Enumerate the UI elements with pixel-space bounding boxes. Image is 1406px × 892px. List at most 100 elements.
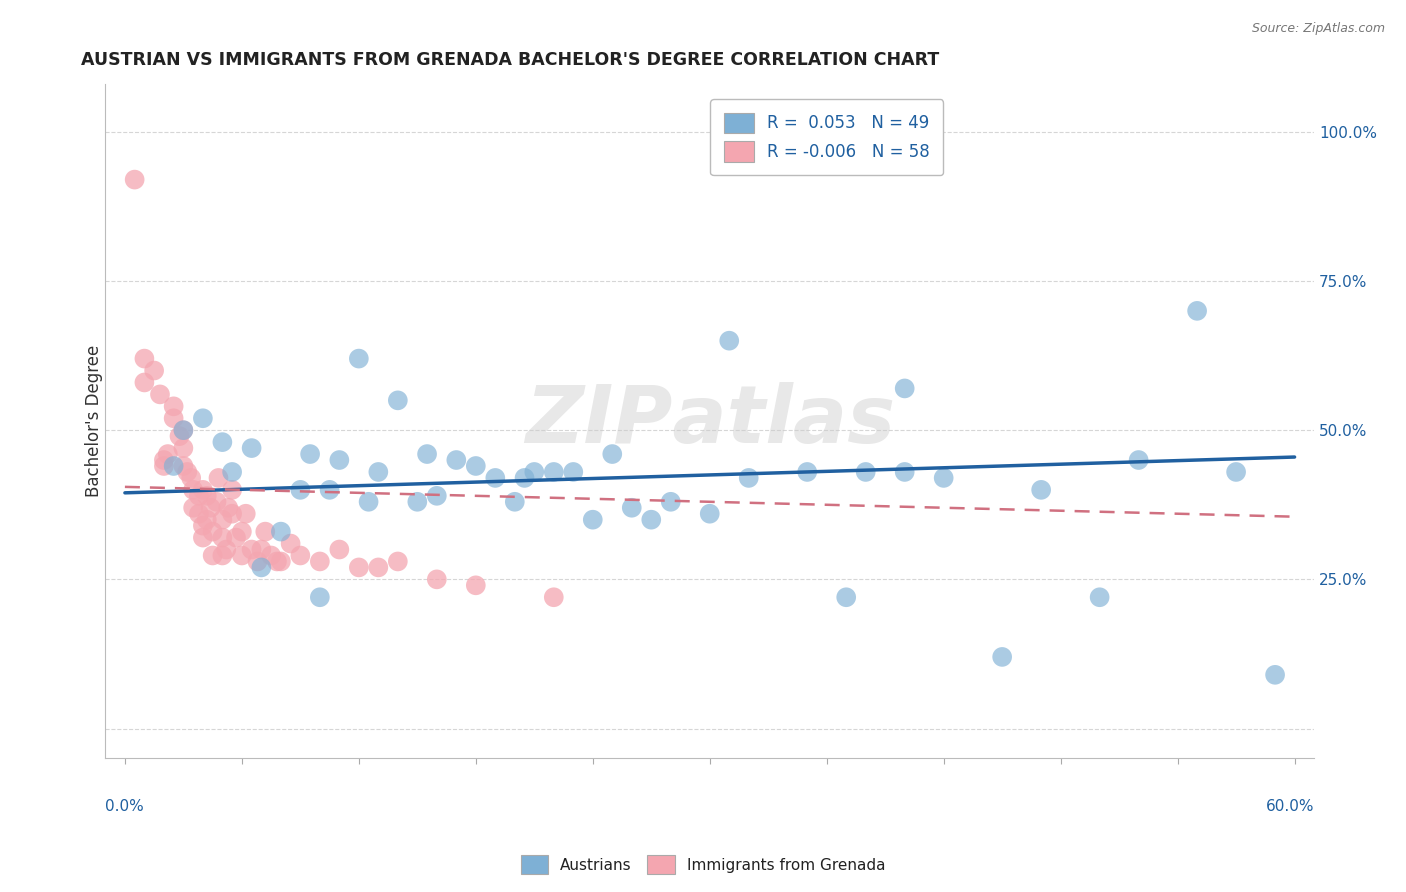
Point [893, 465, 915, 479]
Text: 60.0%: 60.0% [1265, 799, 1315, 814]
Point [523, 465, 546, 479]
Point [1185, 303, 1208, 318]
Point [543, 591, 565, 605]
Point [416, 447, 439, 461]
Point [308, 554, 330, 568]
Point [513, 471, 536, 485]
Point [659, 495, 682, 509]
Point [195, 513, 218, 527]
Point [1264, 668, 1286, 682]
Point [387, 554, 409, 568]
Point [1225, 465, 1247, 479]
Point [280, 536, 302, 550]
Point [217, 500, 239, 515]
Point [221, 465, 243, 479]
Point [172, 458, 194, 473]
Y-axis label: Bachelor's Degree: Bachelor's Degree [86, 345, 103, 498]
Point [172, 423, 194, 437]
Point [191, 518, 214, 533]
Point [211, 549, 233, 563]
Point [221, 507, 243, 521]
Point [446, 453, 468, 467]
Point [231, 524, 253, 539]
Point [328, 453, 350, 467]
Point [191, 411, 214, 425]
Point [270, 524, 292, 539]
Point [328, 542, 350, 557]
Point [299, 447, 322, 461]
Point [235, 507, 257, 521]
Point [211, 435, 233, 450]
Point [796, 465, 818, 479]
Point [134, 376, 156, 390]
Point [153, 458, 176, 473]
Point [620, 500, 643, 515]
Point [270, 554, 292, 568]
Point [1128, 453, 1150, 467]
Point [201, 524, 224, 539]
Point [543, 465, 565, 479]
Point [718, 334, 741, 348]
Point [149, 387, 172, 401]
Point [191, 531, 214, 545]
Point [484, 471, 506, 485]
Point [855, 465, 877, 479]
Point [124, 172, 146, 186]
Point [195, 489, 218, 503]
Point [600, 447, 623, 461]
Point [207, 471, 229, 485]
Point [426, 572, 449, 586]
Point [134, 351, 156, 366]
Point [699, 507, 721, 521]
Point [153, 453, 176, 467]
Point [176, 465, 198, 479]
Text: ZIP​atlas: ZIP​atlas [524, 383, 894, 460]
Point [260, 549, 283, 563]
Point [991, 649, 1014, 664]
Point [180, 471, 202, 485]
Point [893, 381, 915, 395]
Point [1088, 591, 1111, 605]
Point [215, 542, 238, 557]
Legend: R =  0.053   N = 49, R = -0.006   N = 58: R = 0.053 N = 49, R = -0.006 N = 58 [710, 99, 943, 175]
Point [464, 578, 486, 592]
Point [143, 363, 166, 377]
Point [290, 483, 312, 497]
Text: 0.0%: 0.0% [105, 799, 145, 814]
Point [464, 458, 486, 473]
Point [318, 483, 340, 497]
Point [169, 429, 191, 443]
Point [181, 500, 204, 515]
Text: Source: ZipAtlas.com: Source: ZipAtlas.com [1251, 22, 1385, 36]
Point [932, 471, 955, 485]
Point [308, 591, 330, 605]
Point [246, 554, 269, 568]
Point [211, 513, 233, 527]
Point [172, 441, 194, 455]
Point [426, 489, 449, 503]
Point [172, 423, 194, 437]
Point [231, 549, 253, 563]
Point [254, 524, 277, 539]
Point [163, 411, 186, 425]
Point [367, 560, 389, 574]
Point [221, 483, 243, 497]
Point [406, 495, 429, 509]
Point [163, 400, 186, 414]
Point [200, 500, 222, 515]
Point [835, 591, 858, 605]
Point [562, 465, 585, 479]
Point [387, 393, 409, 408]
Point [266, 554, 288, 568]
Point [347, 351, 370, 366]
Point [250, 560, 273, 574]
Text: AUSTRIAN VS IMMIGRANTS FROM GRENADA BACHELOR'S DEGREE CORRELATION CHART: AUSTRIAN VS IMMIGRANTS FROM GRENADA BACH… [82, 51, 939, 69]
Point [367, 465, 389, 479]
Point [357, 495, 380, 509]
Point [181, 483, 204, 497]
Point [205, 495, 228, 509]
Point [201, 549, 224, 563]
Point [211, 531, 233, 545]
Point [250, 542, 273, 557]
Point [163, 458, 186, 473]
